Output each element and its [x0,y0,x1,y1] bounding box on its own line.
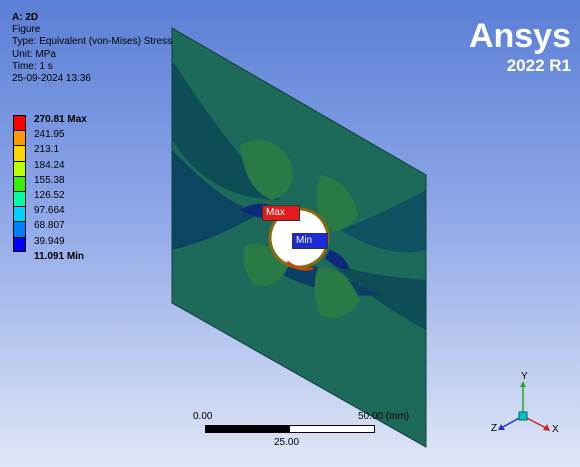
legend-swatch [13,190,26,207]
triad-z-label: Z [491,423,498,434]
legend-swatch [13,160,26,176]
legend-label: 213.1 [34,144,60,156]
legend-label: 184.24 [34,159,65,171]
legend-label: 68.807 [34,220,65,232]
legend-label: 241.95 [34,129,65,141]
result-time: Time: 1 s [12,60,53,72]
ansys-logo: Ansys [468,17,571,55]
min-probe-label[interactable]: Min [292,233,328,249]
triad-graphic [498,381,550,431]
legend-label: 97.664 [34,205,65,217]
result-info: A: 2D Figure Type: Equivalent (von-Mises… [12,12,172,85]
ansys-version: 2022 R1 [506,56,571,75]
triad-x-label: X [552,424,559,435]
analysis-title: A: 2D [12,12,39,23]
result-timestamp: 25-09-2024 13:36 [12,73,91,85]
scale-ruler: 0.00 50.00 (mm) 25.00 [190,411,420,451]
legend-swatch [13,130,26,146]
legend-swatch [13,221,26,237]
plate-outline [171,27,427,448]
max-probe-label[interactable]: Max [262,205,300,221]
legend-swatch [13,206,26,222]
result-type: Type: Equivalent (von-Mises) Stress [12,36,173,48]
axis-triad[interactable]: Y Z X [486,371,566,441]
scale-bar [205,425,375,433]
legend-labels: 270.81 Max 241.95 213.1 184.24 155.38 12… [34,112,154,264]
result-unit: Unit: MPa [12,48,56,60]
ansys-brand: Ansys 2022 R1 [469,18,571,76]
figure-label: Figure [12,24,41,36]
legend-label: 155.38 [34,174,65,186]
scale-mid: 25.00 [274,437,300,448]
legend-swatch [13,175,26,191]
scale-end: 50.00 (mm) [358,411,410,422]
legend-label-min: 11.091 Min [34,250,85,262]
legend-swatch [13,115,26,131]
legend-label-max: 270.81 Max [34,114,87,125]
legend-color-bar [13,115,26,252]
legend-label: 39.949 [34,235,65,247]
triad-y-label: Y [521,371,528,382]
legend-swatch [13,145,26,161]
scale-start: 0.00 [193,411,213,422]
legend-label: 126.52 [34,189,65,201]
legend-swatch [13,236,26,252]
